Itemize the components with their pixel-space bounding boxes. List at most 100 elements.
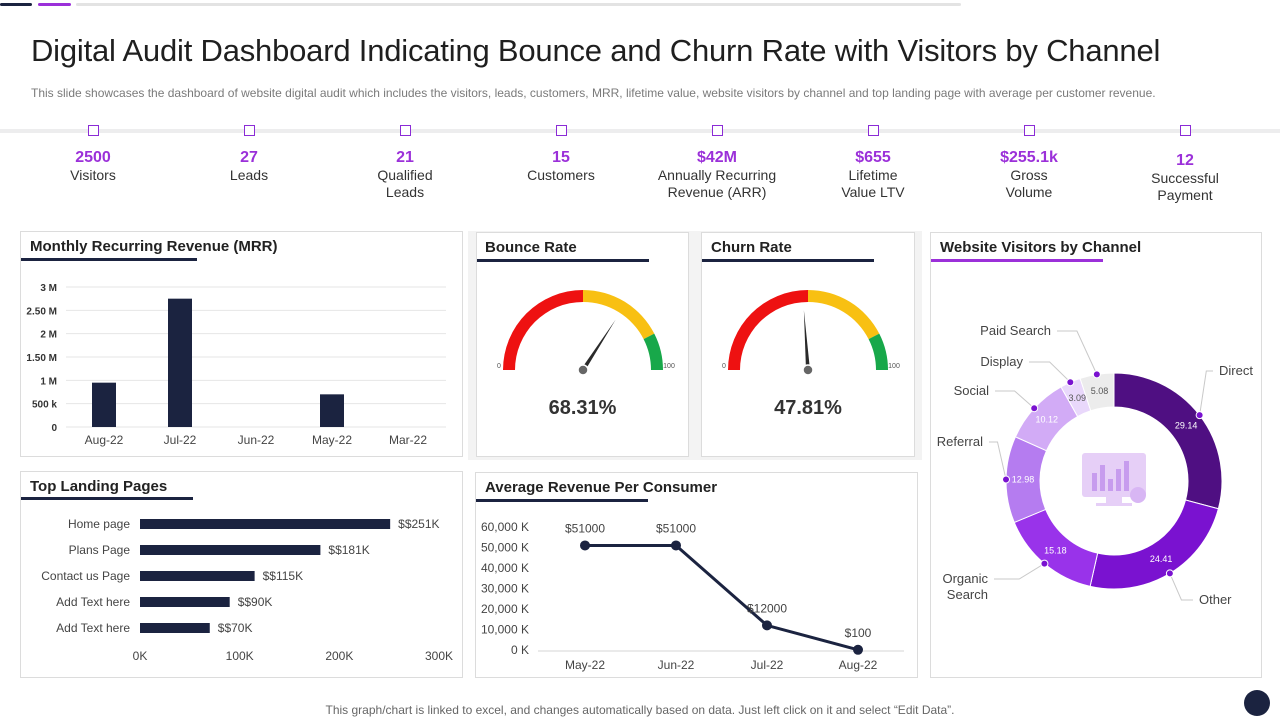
dashboard-monitor-icon	[1082, 453, 1146, 506]
gauge-arc-segment	[503, 290, 583, 370]
donut-leader-line	[1199, 370, 1213, 416]
donut-category-label: Referral	[937, 434, 983, 449]
kpi-label: Gross Volume	[1005, 167, 1053, 200]
arpc-title: Average Revenue Per Consumer	[485, 479, 718, 496]
landing-x-tick-label: 100K	[226, 649, 254, 663]
top-bar-gray	[76, 3, 961, 6]
donut-leader-line	[1169, 573, 1193, 601]
donut-category-label: Search	[947, 587, 988, 602]
donut-value-label: 15.18	[1044, 546, 1067, 556]
kpi-value: $42M	[696, 149, 738, 166]
kpi-box-icon	[711, 125, 723, 136]
arpc-chart: 60,000 K 50,000 K 40,000 K 30,000 K 20,000 K…	[481, 520, 904, 672]
gauge-arc-segment	[868, 333, 888, 370]
arpc-y-tick-label: 0 K	[511, 643, 529, 657]
donut-category-label: Other	[1199, 592, 1232, 607]
donut-category-label: Paid Search	[980, 323, 1051, 338]
arpc-y-tick-label: 40,000 K	[481, 561, 529, 575]
top-bar-accent	[38, 3, 71, 6]
bounce-panel: Bounce Rate 0 100 68.31%	[476, 232, 689, 457]
donut-category-label: Organic	[942, 571, 988, 586]
landing-data-label: $$90K	[238, 595, 273, 609]
arpc-data-label: $12000	[747, 601, 787, 615]
donut-leader-dot	[1066, 378, 1075, 387]
kpi-divider	[0, 129, 1280, 133]
donut-leader-dot	[1040, 559, 1049, 568]
mrr-x-tick-label: Jul-22	[164, 433, 197, 447]
arpc-y-tick-label: 20,000 K	[481, 602, 529, 616]
gauge-needle-hub	[802, 364, 814, 376]
kpi-customers: 15 Customers	[486, 125, 636, 184]
kpi-box-icon	[243, 125, 255, 136]
arpc-y-tick-label: 10,000 K	[481, 623, 529, 637]
landing-data-label: $$181K	[328, 543, 369, 557]
kpi-gross-volume: $255.1k Gross Volume	[954, 125, 1104, 201]
mrr-x-tick-label: Mar-22	[389, 433, 427, 447]
kpi-box-icon	[1023, 125, 1035, 136]
mrr-y-tick-label: 1.50 M	[26, 353, 57, 364]
kpi-ltv: $655 Lifetime Value LTV	[798, 125, 948, 201]
landing-chart: Home page $$251K Plans Page $$181K Contact u…	[41, 517, 453, 663]
bounce-gauge: 0 100	[497, 290, 675, 376]
arpc-data-label: $51000	[565, 521, 605, 535]
kpi-box-icon	[87, 125, 99, 136]
gauge-arc-segment	[808, 290, 880, 340]
donut-value-label: 5.08	[1091, 386, 1109, 396]
donut-value-label: 24.41	[1150, 554, 1173, 564]
arpc-data-point	[762, 620, 772, 631]
kpi-successful-payment: 12 Successful Payment	[1110, 125, 1260, 204]
monitor-chart-bar	[1108, 479, 1113, 491]
mrr-panel: Monthly Recurring Revenue (MRR) 3 M 2.50 …	[20, 231, 463, 457]
donut-value-label: 10.12	[1036, 415, 1059, 425]
kpi-label: Visitors	[70, 167, 116, 183]
gauge-max-label: 100	[888, 363, 900, 370]
mrr-y-tick-label: 2 M	[40, 330, 57, 341]
landing-category-label: Home page	[68, 517, 130, 531]
arpc-panel: Average Revenue Per Consumer 60,000 K 50,…	[475, 472, 918, 678]
gauge-arc-segment	[728, 290, 808, 370]
page-title: Digital Audit Dashboard Indicating Bounc…	[31, 33, 1161, 68]
kpi-label: Customers	[527, 167, 595, 183]
churn-title: Churn Rate	[711, 239, 792, 256]
donut-leader-dot	[1195, 411, 1204, 420]
gauge-needle-hub	[577, 364, 589, 376]
donut-value-label: 12.98	[1012, 475, 1035, 485]
landing-data-label: $$251K	[398, 517, 439, 531]
kpi-value: 21	[396, 149, 414, 166]
landing-bar	[140, 623, 210, 633]
arpc-y-tick-label: 30,000 K	[481, 582, 529, 596]
arpc-x-tick-label: May-22	[565, 658, 605, 672]
gauge-max-label: 100	[663, 363, 675, 370]
kpi-visitors: 2500 Visitors	[18, 125, 168, 184]
arpc-data-point	[853, 644, 863, 655]
landing-category-label: Add Text here	[56, 621, 130, 635]
bounce-value: 68.31%	[548, 397, 617, 419]
mrr-bar	[168, 298, 192, 427]
landing-bar	[140, 545, 321, 555]
monitor-stand	[1106, 497, 1122, 503]
kpi-leads: 27 Leads	[174, 125, 324, 184]
donut-leader-line	[1057, 330, 1098, 375]
page-subtitle: This slide showcases the dashboard of we…	[31, 86, 1156, 100]
donut-category-label: Social	[954, 383, 990, 398]
landing-panel: Top Landing Pages Home page $$251K Plans P…	[20, 471, 463, 678]
landing-x-tick-label: 0K	[133, 649, 148, 663]
gauge-min-label: 0	[497, 363, 501, 370]
donut-leader-dot	[1030, 404, 1039, 413]
kpi-value: 27	[240, 149, 258, 166]
donut-category-label: Direct	[1219, 363, 1253, 378]
visitors-title-underline	[931, 259, 1103, 262]
mrr-x-tick-label: May-22	[312, 433, 352, 447]
mrr-title-underline	[21, 258, 197, 261]
kpi-label: Leads	[229, 167, 269, 183]
arpc-x-tick-label: Aug-22	[839, 658, 878, 672]
gauge-arc-segment	[583, 290, 655, 340]
kpi-value: $655	[855, 149, 891, 166]
donut-leader-dot	[1002, 475, 1011, 484]
arpc-data-label: $51000	[656, 521, 696, 535]
arpc-y-tick-label: 60,000 K	[481, 520, 529, 534]
kpi-box-icon	[399, 125, 411, 136]
landing-category-label: Contact us Page	[41, 569, 130, 583]
bounce-title: Bounce Rate	[485, 239, 577, 256]
arpc-series-line	[585, 543, 859, 652]
